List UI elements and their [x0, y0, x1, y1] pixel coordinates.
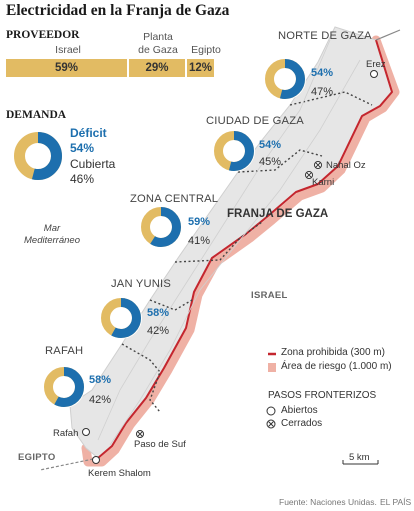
covered-label: Cubierta — [70, 157, 116, 171]
legend-zona-label: Zona prohibida (300 m) — [281, 347, 385, 358]
karni-crossing-icon — [305, 171, 313, 179]
planta-bar: 29% — [129, 59, 185, 77]
donut-central-deficit-arc — [141, 207, 181, 247]
sea-label: Mar Mediterráneo — [24, 223, 80, 246]
sufa-crossing-icon — [136, 430, 144, 438]
karni-label: Karni — [312, 177, 335, 188]
risk-area-band — [81, 35, 400, 467]
region-name-norte: NORTE DE GAZA — [278, 30, 372, 42]
nahal-oz-label: Nahal Oz — [326, 160, 366, 171]
closed-crossing-icon — [266, 419, 276, 429]
scale-label: 5 km — [349, 452, 370, 463]
deficit-value: 54% — [70, 141, 95, 155]
planta-label: Planta de Gaza — [138, 31, 178, 56]
page-title: Electricidad en la Franja de Gaza — [6, 2, 230, 19]
strip-label: FRANJA DE GAZA — [227, 208, 329, 220]
erez-crossing-icon — [370, 70, 378, 78]
donut-ciudad-deficit-arc — [214, 131, 254, 171]
israel-label: Israel — [55, 44, 81, 56]
demanda-donut — [13, 131, 63, 181]
rafah-crossing-icon — [82, 428, 90, 436]
region-deficit-ciudad: 54% — [259, 139, 282, 151]
region-covered-norte: 47% — [311, 86, 334, 98]
deficit-label: Déficit — [70, 126, 107, 140]
region-name-ciudad: CIUDAD DE GAZA — [206, 115, 304, 127]
donut-jan-yunis — [100, 297, 142, 339]
kerem-shalom-crossing-icon — [92, 456, 100, 464]
proveedor-heading: PROVEEDOR — [6, 29, 80, 41]
demanda-heading: DEMANDA — [6, 109, 67, 121]
covered-value: 46% — [70, 172, 95, 186]
israel-country-label: ISRAEL — [251, 290, 288, 301]
region-deficit-norte: 54% — [311, 67, 334, 79]
rafah-crossing-label: Rafah — [53, 428, 79, 439]
credit-label: EL PAÍS — [380, 497, 412, 507]
open-crossing-icon — [266, 406, 276, 416]
region-covered-jan-yunis: 42% — [147, 325, 170, 337]
donut-charts — [13, 58, 306, 408]
legend-cerrados-label: Cerrados — [281, 418, 323, 429]
legend-abiertos-label: Abiertos — [281, 405, 318, 416]
donut-rafah — [43, 366, 85, 408]
egipto-label: Egipto — [191, 44, 221, 56]
egipto-bar: 12% — [187, 59, 214, 77]
region-covered-ciudad: 45% — [259, 156, 282, 168]
region-deficit-rafah: 58% — [89, 374, 112, 386]
governorate-borders — [121, 91, 373, 413]
region-covered-central: 41% — [188, 235, 211, 247]
region-name-rafah: RAFAH — [45, 345, 84, 357]
donut-jan-yunis-deficit-arc — [101, 298, 141, 338]
donut-rafah-deficit-arc — [44, 367, 84, 407]
donut-norte — [264, 58, 306, 100]
sufa-label: Paso de Suf — [134, 439, 186, 450]
demanda-donut-deficit-arc — [14, 132, 62, 180]
source-note: Fuente: Naciones Unidas. — [279, 497, 377, 507]
legend-pasos-heading: PASOS FRONTERIZOS — [268, 390, 377, 401]
donut-ciudad — [213, 130, 255, 172]
region-covered-rafah: 42% — [89, 394, 112, 406]
region-name-jan-yunis: JAN YUNIS — [111, 278, 172, 290]
kerem-shalom-label: Kerem Shalom — [88, 468, 151, 479]
egypt-country-label: EGIPTO — [18, 452, 56, 463]
israel-bar: 59% — [6, 59, 127, 77]
region-deficit-central: 59% — [188, 216, 211, 228]
donut-norte-deficit-arc — [265, 59, 305, 99]
region-name-central: ZONA CENTRAL — [130, 193, 219, 205]
nahal-oz-crossing-icon — [314, 161, 322, 169]
region-deficit-jan-yunis: 58% — [147, 307, 170, 319]
legend-riesgo-label: Área de riesgo (1.000 m) — [281, 361, 392, 372]
erez-label: Erez — [366, 59, 386, 70]
legend-riesgo-swatch — [268, 363, 276, 372]
donut-central — [140, 206, 182, 248]
scale-bar — [342, 460, 379, 465]
